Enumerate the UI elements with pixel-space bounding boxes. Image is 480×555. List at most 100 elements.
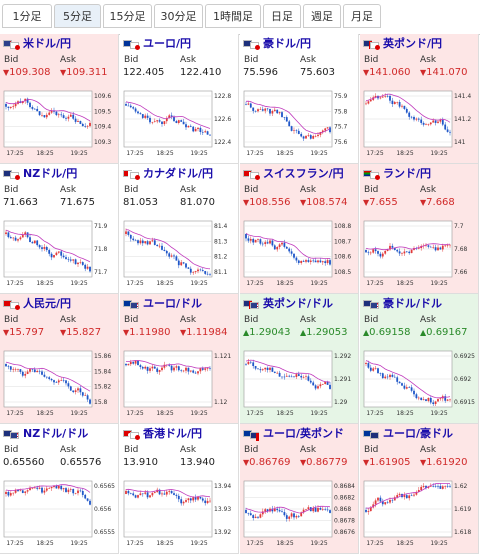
price-chart[interactable]: 1.121 1.12 17:25 18:25 19:25 xyxy=(123,350,237,420)
pair-name[interactable]: 人民元/円 xyxy=(23,297,72,310)
candle-body xyxy=(425,124,427,125)
tab-6[interactable]: 週足 xyxy=(303,4,341,28)
pair-name[interactable]: 英ポンド/ドル xyxy=(263,297,334,310)
pair-header: NZドル/円 xyxy=(3,167,78,180)
currency-pair-card[interactable]: NZドル/円 Bid Ask 71.663 71.675 71.9 71.8 71.7 17:2… xyxy=(0,164,119,294)
candle-body xyxy=(420,119,423,123)
currency-pair-card[interactable]: 英ポンド/ドル Bid Ask ▲1.29043 ▲1.29053 1.292 1.291 1… xyxy=(240,294,359,424)
candle-body xyxy=(276,109,279,114)
pair-name[interactable]: 豪ドル/ドル xyxy=(383,297,443,310)
currency-pair-card[interactable]: 豪ドル/ドル Bid Ask ▲0.69158 ▲0.69167 0.6925 0.692 0… xyxy=(360,294,479,424)
candle-body xyxy=(81,123,84,127)
currency-pair-card[interactable]: スイスフラン/円 Bid Ask ▼108.556 ▼108.574 108.8 108.7… xyxy=(240,164,359,294)
candle-body xyxy=(72,259,75,261)
flag-jp-icon xyxy=(370,171,380,180)
candle-body xyxy=(264,108,267,111)
candlestick-chart: 1.121 1.12 17:25 18:25 19:25 xyxy=(123,350,231,417)
currency-pair-card[interactable]: ユーロ/英ポンド Bid Ask ▼0.86769 ▼0.86779 0.8684 0.86… xyxy=(240,424,359,554)
candle-body xyxy=(259,369,262,371)
price-chart[interactable]: 1.62 1.619 1.618 17:25 18:25 19:25 xyxy=(363,480,477,550)
price-chart[interactable]: 75.9 75.8 75.7 75.6 17:25 18:25 19:25 xyxy=(243,90,357,160)
price-chart[interactable]: 1.292 1.291 1.29 17:25 18:25 19:25 xyxy=(243,350,357,420)
bid-label: Bid xyxy=(364,315,379,325)
price-chart[interactable]: 0.8684 0.8682 0.868 0.8678 0.8676 17:25 18:25 1… xyxy=(243,480,357,550)
price-chart[interactable]: 141.4 141.2 141 17:25 18:25 19:25 xyxy=(363,90,477,160)
price-chart[interactable]: 81.4 81.3 81.2 81.1 17:25 18:25 19:25 xyxy=(123,220,237,290)
pair-name[interactable]: 香港ドル/円 xyxy=(143,427,203,440)
pair-name[interactable]: カナダドル/円 xyxy=(143,167,214,180)
moving-average-line xyxy=(5,229,91,263)
candle-body xyxy=(321,384,324,385)
candle-body xyxy=(144,492,147,494)
bid-label: Bid xyxy=(244,315,259,325)
pair-name[interactable]: NZドル/円 xyxy=(23,167,78,180)
currency-pair-card[interactable]: ユーロ/ドル Bid Ask ▼1.11980 ▼1.11984 1.121 1.12 17:… xyxy=(120,294,239,424)
candle-body xyxy=(432,120,435,123)
candle-body xyxy=(57,251,60,253)
bid-price: 1.61905 xyxy=(369,457,411,468)
y-tick-label: 13.94 xyxy=(214,483,231,490)
tab-7[interactable]: 月足 xyxy=(343,4,381,28)
tab-1[interactable]: 5分足 xyxy=(54,4,101,28)
ask-label: Ask xyxy=(180,185,197,195)
candle-body xyxy=(156,244,159,247)
currency-pair-card[interactable]: 豪ドル/円 Bid Ask 75.596 75.603 75.9 75.8 75.7 75.6 1… xyxy=(240,34,359,164)
candle-body xyxy=(19,490,22,492)
currency-pair-card[interactable]: ランド/円 Bid Ask ▼7.655 ▼7.668 7.7 7.68 7.66 17:25 1… xyxy=(360,164,479,294)
tab-3[interactable]: 30分足 xyxy=(154,4,203,28)
pair-name[interactable]: 豪ドル/円 xyxy=(263,37,312,50)
candle-body xyxy=(252,362,255,367)
tab-4[interactable]: 1時間足 xyxy=(205,4,261,28)
candle-body xyxy=(41,371,43,375)
currency-pair-card[interactable]: ユーロ/豪ドル Bid Ask ▼1.61905 ▼1.61920 1.62 1.619 1.… xyxy=(360,424,479,554)
price-chart[interactable]: 71.9 71.8 71.7 17:25 18:25 19:25 xyxy=(3,220,117,290)
currency-pair-card[interactable]: 英ポンド/円 Bid Ask ▼141.060 ▼141.070 141.4 141.2 14… xyxy=(360,34,479,164)
candle-body xyxy=(374,96,377,98)
candle-body xyxy=(151,366,154,369)
candle-body xyxy=(410,116,413,118)
price-chart[interactable]: 122.8 122.6 122.4 17:25 18:25 19:25 xyxy=(123,90,237,160)
pair-name[interactable]: ユーロ/英ポンド xyxy=(263,427,345,440)
currency-pair-card[interactable]: 米ドル/円 Bid Ask ▼109.308 ▼109.311 109.6 109.5 109… xyxy=(0,34,119,164)
currency-pair-card[interactable]: 香港ドル/円 Bid Ask 13.910 13.940 13.94 13.93 13.92 1… xyxy=(120,424,239,554)
pair-name[interactable]: ユーロ/豪ドル xyxy=(383,427,454,440)
candle-body xyxy=(437,121,439,123)
price-chart[interactable]: 7.7 7.68 7.66 17:25 18:25 19:25 xyxy=(363,220,477,290)
pair-name[interactable]: NZドル/ドル xyxy=(23,427,89,440)
tab-5[interactable]: 日足 xyxy=(263,4,301,28)
price-chart[interactable]: 109.6 109.5 109.4 109.3 17:25 18:25 19:25 xyxy=(3,90,117,160)
currency-pair-card[interactable]: ユーロ/円 Bid Ask 122.405 122.410 122.8 122.6 122.4… xyxy=(120,34,239,164)
candle-body xyxy=(290,376,293,378)
candle-body xyxy=(86,395,89,400)
ask-label: Ask xyxy=(300,445,317,455)
currency-pair-card[interactable]: 人民元/円 Bid Ask ▼15.797 ▼15.827 15.86 15.84 15.82… xyxy=(0,294,119,424)
candle-body xyxy=(273,371,276,373)
currency-pair-card[interactable]: カナダドル/円 Bid Ask 81.053 81.070 81.4 81.3 81.2 81.… xyxy=(120,164,239,294)
price-chart[interactable]: 0.6565 0.656 0.6555 17:25 18:25 19:25 xyxy=(3,480,117,550)
moving-average-line xyxy=(125,229,211,270)
candle-body xyxy=(72,114,75,119)
pair-name[interactable]: スイスフラン/円 xyxy=(263,167,344,180)
price-chart[interactable]: 13.94 13.93 13.92 17:25 18:25 19:25 xyxy=(123,480,237,550)
price-chart[interactable]: 15.86 15.84 15.82 15.8 17:25 18:25 19:25 xyxy=(3,350,117,420)
y-tick-label: 1.29 xyxy=(334,399,348,406)
currency-pair-card[interactable]: NZドル/ドル Bid Ask 0.65560 0.65576 0.6565 0.656 0.… xyxy=(0,424,119,554)
price-chart[interactable]: 108.8 108.7 108.6 108.5 17:25 18:25 19:25 xyxy=(243,220,357,290)
candle-body xyxy=(19,237,22,240)
candle-body xyxy=(264,367,267,370)
candle-body xyxy=(86,125,89,127)
tab-0[interactable]: 1分足 xyxy=(2,4,52,28)
pair-name[interactable]: ユーロ/円 xyxy=(143,37,192,50)
pair-name[interactable]: ユーロ/ドル xyxy=(143,297,203,310)
candle-body xyxy=(384,250,387,254)
pair-name[interactable]: ランド/円 xyxy=(383,167,432,180)
price-chart[interactable]: 0.6925 0.692 0.6915 17:25 18:25 19:25 xyxy=(363,350,477,420)
pair-name[interactable]: 英ポンド/円 xyxy=(383,37,443,50)
candle-body xyxy=(290,251,293,254)
candle-body xyxy=(173,116,175,122)
candle-body xyxy=(192,497,195,501)
candle-body xyxy=(249,361,252,363)
tab-2[interactable]: 15分足 xyxy=(103,4,152,28)
candle-body xyxy=(204,131,207,133)
pair-name[interactable]: 米ドル/円 xyxy=(23,37,72,50)
